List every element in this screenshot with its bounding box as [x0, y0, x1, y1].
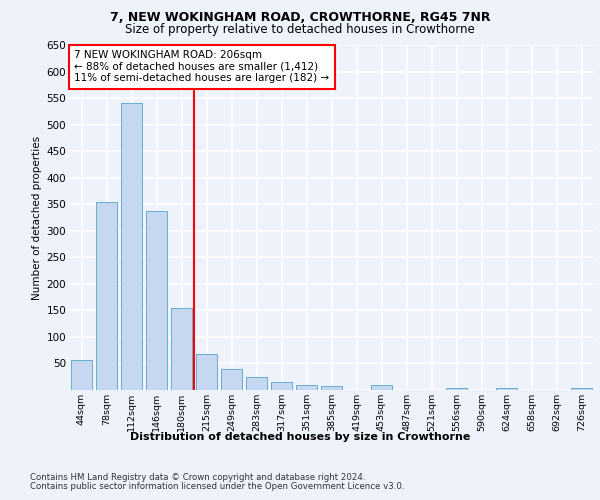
Bar [321, 386, 342, 390]
Bar [96, 202, 117, 390]
Bar [271, 382, 292, 390]
Text: 7, NEW WOKINGHAM ROAD, CROWTHORNE, RG45 7NR: 7, NEW WOKINGHAM ROAD, CROWTHORNE, RG45 … [110, 11, 490, 24]
Text: Distribution of detached houses by size in Crowthorne: Distribution of detached houses by size … [130, 432, 470, 442]
Bar [571, 388, 592, 390]
Bar [121, 104, 142, 390]
Bar [371, 385, 392, 390]
Text: Size of property relative to detached houses in Crowthorne: Size of property relative to detached ho… [125, 22, 475, 36]
Bar [146, 211, 167, 390]
Y-axis label: Number of detached properties: Number of detached properties [32, 136, 43, 300]
Bar [71, 360, 92, 390]
Bar [446, 388, 467, 390]
Bar [246, 378, 267, 390]
Bar [296, 384, 317, 390]
Bar [496, 388, 517, 390]
Text: 7 NEW WOKINGHAM ROAD: 206sqm
← 88% of detached houses are smaller (1,412)
11% of: 7 NEW WOKINGHAM ROAD: 206sqm ← 88% of de… [74, 50, 329, 84]
Text: Contains public sector information licensed under the Open Government Licence v3: Contains public sector information licen… [30, 482, 404, 491]
Bar [171, 308, 192, 390]
Bar [196, 354, 217, 390]
Text: Contains HM Land Registry data © Crown copyright and database right 2024.: Contains HM Land Registry data © Crown c… [30, 472, 365, 482]
Bar [221, 369, 242, 390]
